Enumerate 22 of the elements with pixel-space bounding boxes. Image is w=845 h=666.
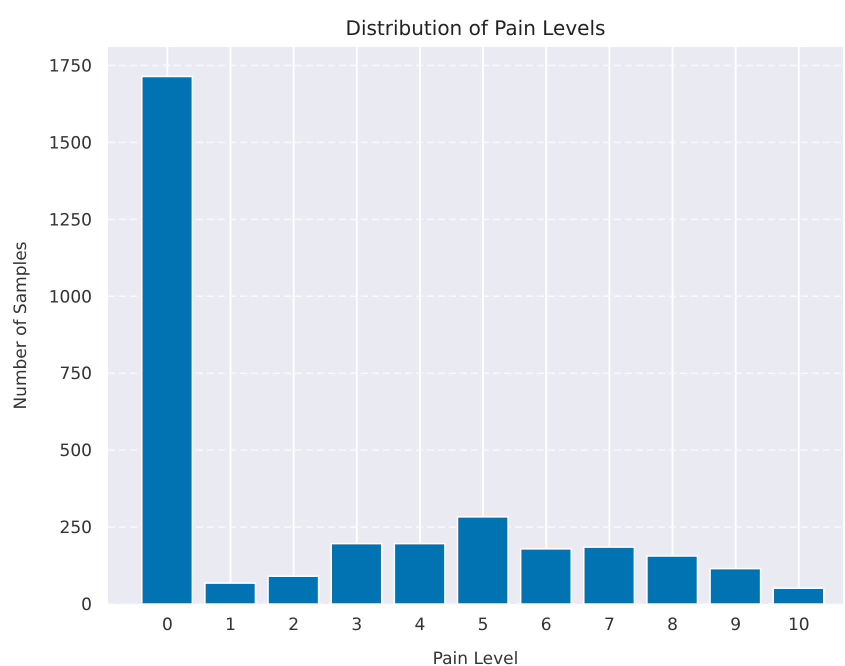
x-tick-label: 0 <box>162 615 173 636</box>
y-tick-label: 500 <box>60 441 92 462</box>
x-tick-label: 3 <box>351 615 362 636</box>
x-tick-label: 5 <box>478 615 488 636</box>
y-tick-label: 0 <box>81 595 92 616</box>
x-tick-label: 9 <box>730 615 742 636</box>
y-axis-title: Number of Samples <box>11 241 32 410</box>
x-axis-title: Pain Level <box>432 649 518 666</box>
x-tick-label: 2 <box>288 615 300 636</box>
x-tick-label: 7 <box>604 615 615 636</box>
chart-title: Distribution of Pain Levels <box>344 16 606 40</box>
x-tick-label: 1 <box>225 615 236 636</box>
x-tick-label: 8 <box>667 615 678 636</box>
x-tick-label: 6 <box>540 615 552 636</box>
y-tick-label: 1250 <box>48 210 92 230</box>
x-tick-label: 4 <box>414 615 426 636</box>
y-tick-label: 1750 <box>48 56 92 76</box>
y-tick-label: 250 <box>60 518 92 538</box>
y-tick-label: 1500 <box>48 133 92 154</box>
y-tick-label: 1000 <box>48 287 92 308</box>
x-tick-label: 10 <box>788 615 810 636</box>
y-tick-label: 750 <box>60 364 92 384</box>
